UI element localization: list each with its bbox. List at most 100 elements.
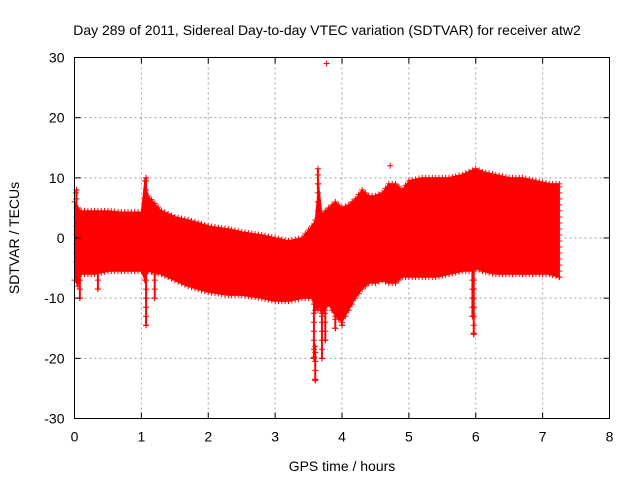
data-point <box>143 277 150 284</box>
data-point <box>143 313 150 320</box>
data-point <box>469 265 476 272</box>
data-point <box>94 286 101 293</box>
data-point <box>238 228 245 235</box>
data-point <box>482 268 489 275</box>
x-tick-label: 3 <box>271 429 279 445</box>
data-point <box>288 237 295 244</box>
data-point <box>188 217 195 224</box>
data-point <box>143 286 150 293</box>
data-point <box>355 191 362 198</box>
data-point <box>308 222 315 229</box>
data-point <box>395 277 402 284</box>
data-point <box>148 196 155 203</box>
data-point <box>472 165 479 172</box>
data-point <box>238 292 245 299</box>
data-point <box>456 172 463 179</box>
data-point <box>449 270 456 277</box>
data-point <box>285 298 292 305</box>
data-point <box>452 173 459 180</box>
data-point <box>76 259 83 266</box>
data-point <box>181 216 188 223</box>
data-point <box>476 167 483 174</box>
data-point <box>171 277 178 284</box>
x-tick-label: 5 <box>405 429 413 445</box>
data-point <box>322 337 329 344</box>
data-point <box>181 281 188 288</box>
data-point <box>272 235 279 241</box>
data-point <box>446 271 452 278</box>
data-point <box>469 286 476 293</box>
data-point <box>225 225 232 232</box>
data-point <box>532 177 539 184</box>
data-point <box>195 219 202 226</box>
data-point <box>332 325 339 332</box>
data-point <box>449 174 456 181</box>
data-point <box>314 198 321 205</box>
data-point <box>151 277 158 284</box>
data-point <box>143 204 150 211</box>
data-point <box>456 268 463 275</box>
data-point <box>143 322 150 329</box>
data-point <box>295 295 302 302</box>
data-point <box>314 189 321 196</box>
data-point <box>242 292 249 299</box>
data-point <box>221 291 228 298</box>
data-point <box>392 280 399 287</box>
data-point <box>298 235 305 241</box>
data-point <box>215 224 222 231</box>
y-tick-label: -10 <box>44 290 64 306</box>
data-point <box>168 275 175 282</box>
data-point <box>539 179 546 186</box>
data-point <box>499 173 506 180</box>
data-point <box>143 186 150 193</box>
data-point <box>415 175 422 182</box>
data-point <box>94 265 101 272</box>
data-point <box>143 231 150 238</box>
data-point <box>318 355 325 362</box>
data-point <box>201 221 208 228</box>
data-point <box>526 176 533 183</box>
data-point <box>556 231 563 238</box>
data-point <box>432 274 439 281</box>
data-point <box>379 277 386 284</box>
outlier-point <box>143 174 150 181</box>
axes: 0 1 2 3 4 5 6 7 8 -30 -20 -10 0 10 20 30 <box>44 50 613 445</box>
x-tick-label: 2 <box>204 429 212 445</box>
data-point <box>158 271 165 278</box>
data-point <box>322 207 329 214</box>
data-point <box>312 343 319 350</box>
data-point <box>310 328 317 335</box>
data-point <box>328 201 335 208</box>
data-point <box>339 295 345 302</box>
data-point <box>171 213 178 220</box>
data-point <box>402 182 409 189</box>
data-point <box>161 209 168 216</box>
data-point <box>278 236 285 243</box>
data-point <box>228 226 235 233</box>
data-point <box>252 230 259 237</box>
data-point <box>314 289 321 296</box>
data-point <box>218 291 225 298</box>
data-point <box>76 277 83 284</box>
data-point <box>191 285 198 292</box>
data-point <box>151 271 158 278</box>
data-point <box>409 177 416 184</box>
data-point <box>349 301 356 308</box>
data-point <box>332 198 339 205</box>
data-point <box>265 296 272 303</box>
y-tick-label: 30 <box>49 50 65 66</box>
data-point <box>452 269 459 276</box>
data-point <box>345 201 352 208</box>
data-point <box>101 268 108 275</box>
x-tick-label: 7 <box>539 429 547 445</box>
data-point <box>221 225 228 232</box>
data-point <box>556 213 563 220</box>
data-point <box>148 268 155 275</box>
data-point <box>178 280 185 287</box>
data-point <box>556 201 563 208</box>
data-point <box>165 210 172 217</box>
data-point <box>352 195 359 202</box>
data-point <box>486 170 493 177</box>
data-point <box>556 244 563 251</box>
x-tick-label: 1 <box>137 429 145 445</box>
